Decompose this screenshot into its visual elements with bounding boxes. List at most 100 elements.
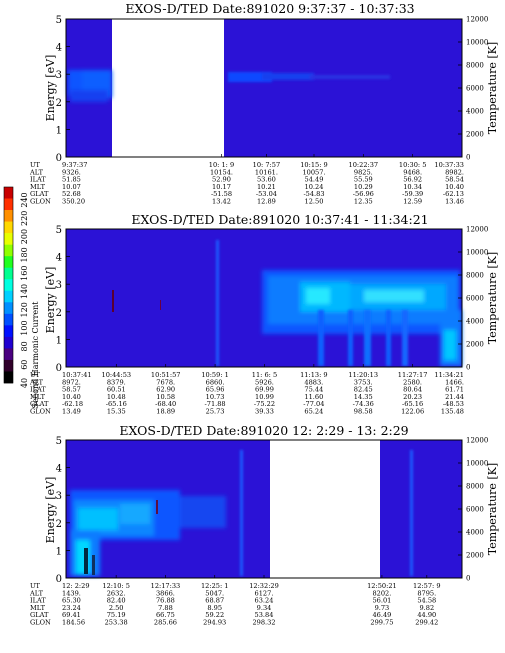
param-row-label: GLAT bbox=[30, 400, 49, 408]
param-row-label: GLAT bbox=[30, 190, 49, 198]
colorbar-tick-label: 40 bbox=[20, 378, 29, 388]
param-row-label: UT bbox=[30, 371, 41, 379]
param-value: 69.99 bbox=[255, 386, 274, 394]
param-value: -65.16 bbox=[402, 400, 423, 408]
param-row-label: MLT bbox=[30, 604, 46, 612]
param-value: 10:37:33 bbox=[434, 161, 464, 169]
param-value: 1439. bbox=[62, 589, 81, 597]
param-value: 75.19 bbox=[107, 611, 126, 619]
ytick-label: 1 bbox=[56, 335, 62, 346]
param-value: 20.23 bbox=[403, 393, 422, 401]
param-value: 12:17:33 bbox=[151, 582, 181, 590]
param-value: 3866. bbox=[156, 589, 175, 597]
y2tick-label: 8000 bbox=[466, 272, 484, 280]
param-value: 46.49 bbox=[372, 611, 391, 619]
param-value: 63.24 bbox=[255, 597, 274, 605]
param-value: 7.88 bbox=[158, 604, 173, 612]
y2tick-label: 0 bbox=[466, 575, 470, 583]
param-value: 12:10: 5 bbox=[102, 582, 130, 590]
param-value: 12: 2:29 bbox=[62, 582, 90, 590]
panel-1-features bbox=[68, 70, 390, 102]
param-value: 12:32:29 bbox=[249, 582, 279, 590]
param-value: 58.57 bbox=[62, 386, 81, 394]
colorbar-label: Second Harmonic Current bbox=[31, 301, 40, 409]
param-row-label: ALT bbox=[29, 589, 44, 597]
param-value: 299.75 bbox=[370, 619, 393, 627]
param-value: 9825. bbox=[354, 168, 373, 176]
panel-3-title: EXOS-D/TED Date:891020 12: 2:29 - 13: 2:… bbox=[119, 423, 408, 438]
y2tick-label: 4000 bbox=[466, 529, 484, 537]
y2tick-label: 2000 bbox=[466, 131, 484, 139]
colorbar-tick-label: 160 bbox=[20, 266, 29, 281]
param-row-label: ILAT bbox=[30, 176, 46, 184]
param-value: 10:30: 5 bbox=[399, 161, 427, 169]
param-value: 10.48 bbox=[107, 393, 126, 401]
param-value: 122.06 bbox=[401, 408, 424, 416]
colorbar-swatch bbox=[4, 210, 13, 222]
param-value: 9.34 bbox=[257, 604, 272, 612]
y2tick-label: 12000 bbox=[466, 226, 488, 234]
param-value: 5926. bbox=[255, 378, 274, 386]
panel-2-y2label: Temperature [K] bbox=[486, 252, 499, 344]
param-value: 10:59: 1 bbox=[201, 371, 229, 379]
param-value: 82.40 bbox=[107, 597, 126, 605]
param-value: 53.84 bbox=[255, 611, 274, 619]
colorbar-swatch bbox=[4, 325, 13, 338]
param-value: 12.89 bbox=[257, 198, 276, 206]
param-value: 10.07 bbox=[62, 183, 81, 191]
param-value: 11:13: 9 bbox=[300, 371, 328, 379]
param-value: 14.35 bbox=[354, 393, 373, 401]
panel-2-ylabel: Energy [eV] bbox=[44, 267, 57, 334]
param-value: 10: 1: 9 bbox=[209, 161, 234, 169]
colorbar-swatch bbox=[4, 279, 13, 292]
param-value: -54.83 bbox=[303, 190, 324, 198]
param-row-label: ALT bbox=[29, 168, 44, 176]
param-value: 7678. bbox=[156, 378, 175, 386]
param-value: 52.68 bbox=[62, 190, 81, 198]
ytick-label: 0 bbox=[56, 153, 62, 164]
y2tick-label: 4000 bbox=[466, 108, 484, 116]
ytick-label: 4 bbox=[56, 464, 62, 475]
param-value: 10: 7:57 bbox=[253, 161, 281, 169]
param-value: 9468. bbox=[403, 168, 422, 176]
param-value: 10161. bbox=[255, 168, 278, 176]
param-row-label: GLON bbox=[30, 619, 51, 627]
param-value: -71.88 bbox=[205, 400, 226, 408]
param-value: 10.73 bbox=[206, 393, 225, 401]
colorbar-swatch bbox=[4, 244, 13, 257]
param-value: 4883. bbox=[304, 378, 323, 386]
panel-3: EXOS-D/TED Date:891020 12: 2:29 - 13: 2:… bbox=[29, 423, 499, 627]
param-value: 8.95 bbox=[207, 604, 222, 612]
param-value: -59.39 bbox=[402, 190, 423, 198]
param-value: 82.45 bbox=[354, 386, 373, 394]
panel-1-plot bbox=[65, 18, 463, 158]
panel-3-y2ticks: 0 2000 4000 6000 8000 10000 12000 bbox=[458, 437, 488, 583]
param-value: -77.04 bbox=[303, 400, 324, 408]
y2tick-label: 0 bbox=[466, 154, 470, 162]
y2tick-label: 2000 bbox=[466, 552, 484, 560]
colorbar-tick-label: 200 bbox=[20, 229, 29, 244]
param-value: 2580. bbox=[403, 378, 422, 386]
param-value: 55.59 bbox=[354, 176, 373, 184]
param-value: 8202. bbox=[372, 589, 391, 597]
ytick-label: 2 bbox=[56, 98, 62, 109]
param-value: 12.35 bbox=[354, 198, 373, 206]
ytick-label: 3 bbox=[56, 280, 62, 291]
param-row-label: ILAT bbox=[30, 386, 46, 394]
param-value: 62.90 bbox=[156, 386, 175, 394]
y2tick-label: 10000 bbox=[466, 460, 488, 468]
ytick-label: 5 bbox=[56, 436, 62, 447]
ytick-label: 3 bbox=[56, 70, 62, 81]
colorbar-tick-label: 120 bbox=[20, 302, 29, 317]
ytick-label: 1 bbox=[56, 546, 62, 557]
param-value: 65.96 bbox=[206, 386, 225, 394]
param-value: 65.24 bbox=[304, 408, 323, 416]
param-row-label: GLON bbox=[30, 408, 51, 416]
colorbar-swatch bbox=[4, 267, 13, 280]
colorbar-swatch bbox=[4, 233, 13, 245]
panel-1-yticks: 0 1 2 3 4 5 bbox=[56, 15, 70, 164]
param-value: 11: 6: 5 bbox=[252, 371, 277, 379]
param-value: 58.54 bbox=[445, 176, 464, 184]
param-value: 51.85 bbox=[62, 176, 81, 184]
